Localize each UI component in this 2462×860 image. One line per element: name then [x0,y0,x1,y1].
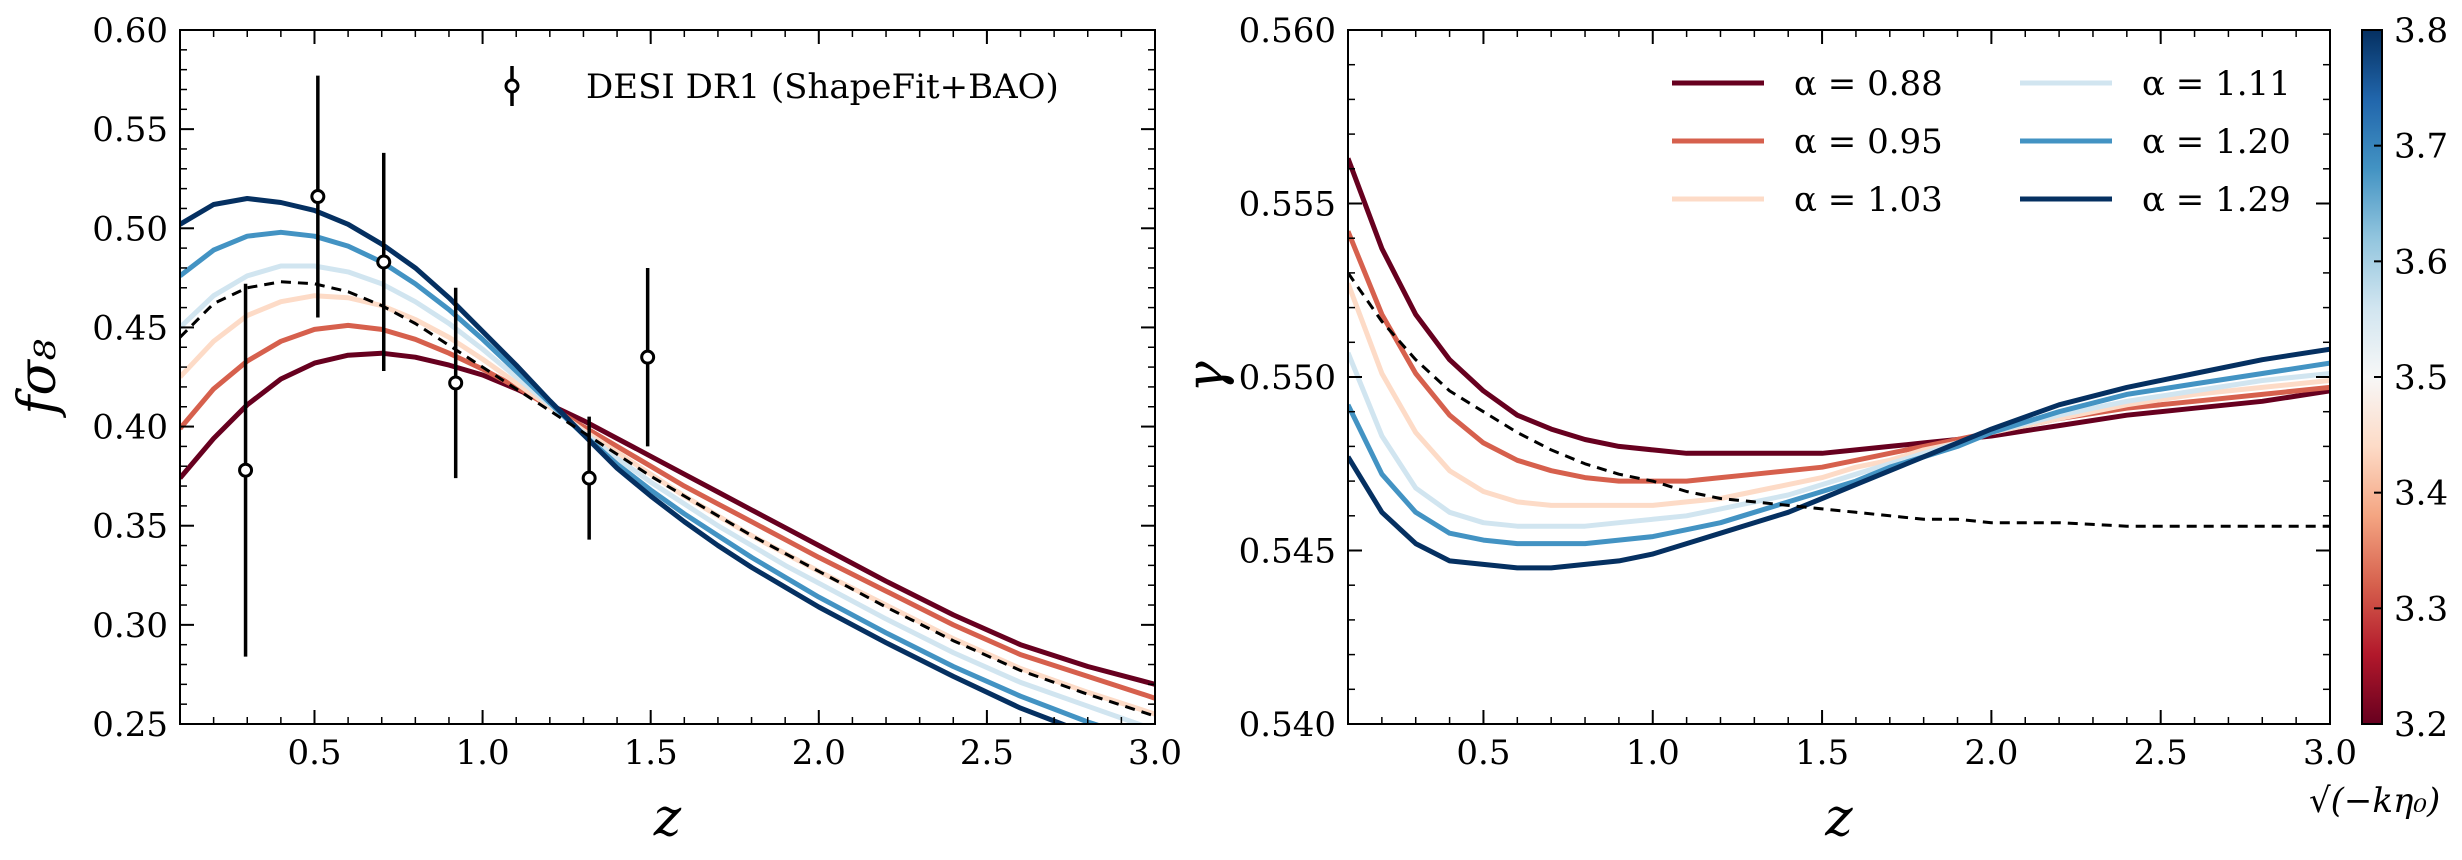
x-ticks: 0.5 1.0 1.5 2.0 2.5 3.0 [179,30,1182,773]
series-line-5 [180,196,1069,724]
axes-frame [179,29,1156,725]
colorbar-tick-label: 3.6 [2394,242,2448,282]
x-tick-label: 0.5 [1456,733,1510,773]
x-ticks: 0.5 1.0 1.5 2.0 2.5 3.0 [1347,30,2357,773]
x-tick-label: 1.5 [1795,733,1849,773]
y-tick-label: 0.55 [92,110,168,150]
x-tick-label: 1.5 [624,733,678,773]
colorbar-tick-label: 3.4 [2394,474,2448,514]
series-group [180,196,1155,724]
y-tick-label: 0.60 [92,11,168,51]
legend: α = 0.88 α = 0.95 α = 1.03 α = 1.11 α = 1.20… [1672,64,2291,220]
series-line-3 [1348,351,2330,529]
left-panel: 0.5 1.0 1.5 2.0 2.5 3.00.250.300.350.400.450.… [8,11,1182,848]
colorbar-tick-label: 3.7 [2394,127,2448,167]
colorbar-label: √(−kη₀) [2309,781,2440,821]
y-tick-label: 0.560 [1239,11,1336,51]
legend-label: DESI DR1 (ShapeFit+BAO) [586,67,1059,107]
x-tick-label: 2.5 [960,733,1014,773]
colorbar-tick-label: 3.3 [2394,589,2448,629]
y-tick-label: 0.30 [92,606,168,646]
y-tick-label: 0.50 [92,209,168,249]
legend-point-marker [504,78,520,94]
y-tick-label: 0.540 [1239,705,1336,745]
data-point-1 [310,189,326,205]
y-axis-label: fσ₈ [8,339,68,419]
errorbar-group [238,75,656,657]
y-tick-label: 0.25 [92,705,168,745]
x-tick-label: 0.5 [287,733,341,773]
x-tick-label: 2.0 [792,733,846,773]
y-tick-label: 0.35 [92,507,168,547]
x-tick-label: 1.0 [456,733,510,773]
series-line-0 [180,350,1155,687]
colorbar: 3.2 3.3 3.4 3.5 3.6 3.7 3.8 √(−kη₀) [2309,11,2448,821]
right-panel: 0.5 1.0 1.5 2.0 2.5 3.00.5400.5450.5500.5550.… [1176,11,2357,848]
series-line-2 [1348,282,2330,508]
y-axis-label: γ [1176,361,1236,393]
y-ticks: 0.25 0.30 0.35 0.40 0.45 0.50 0.55 0.60 [92,11,1155,745]
colorbar-tick-label: 3.5 [2394,358,2448,398]
legend-label-4: α = 1.20 [2142,122,2291,162]
x-axis-label: z [1824,788,1853,848]
x-tick-label: 1.0 [1626,733,1680,773]
y-tick-label: 0.45 [92,308,168,348]
legend-label-2: α = 1.03 [1794,180,1943,220]
legend: DESI DR1 (ShapeFit+BAO) [504,66,1059,107]
y-tick-label: 0.555 [1239,185,1336,225]
legend-label-1: α = 0.95 [1794,122,1943,162]
x-tick-label: 3.0 [2303,733,2357,773]
y-tick-label: 0.545 [1239,532,1336,572]
series-group [1348,157,2330,571]
y-tick-label: 0.550 [1239,358,1336,398]
series-line-1 [1348,230,2330,484]
legend-label-5: α = 1.29 [2142,180,2291,220]
y-ticks: 0.540 0.545 0.550 0.555 0.560 [1239,11,2330,745]
data-point-2 [376,254,392,270]
reference-curve [180,280,1155,718]
legend-label-3: α = 1.11 [2142,64,2291,104]
series-line-4 [1348,360,2330,547]
data-point-0 [238,462,254,478]
data-point-5 [640,349,656,365]
x-tick-label: 2.0 [1964,733,2018,773]
data-point-3 [448,375,464,391]
x-tick-label: 3.0 [1128,733,1182,773]
x-tick-label: 2.5 [2134,733,2188,773]
series-line-3 [180,263,1146,724]
series-line-0 [1348,157,2330,456]
colorbar-tick-label: 3.2 [2394,705,2448,745]
colorbar-tick-label: 3.8 [2394,11,2448,51]
x-axis-label: z [653,788,682,848]
series-line-5 [1348,346,2330,571]
series-line-1 [180,322,1155,701]
reference-curve [1348,272,2330,528]
data-point-4 [581,470,597,486]
y-tick-label: 0.40 [92,408,168,448]
legend-label-0: α = 0.88 [1794,64,1943,104]
